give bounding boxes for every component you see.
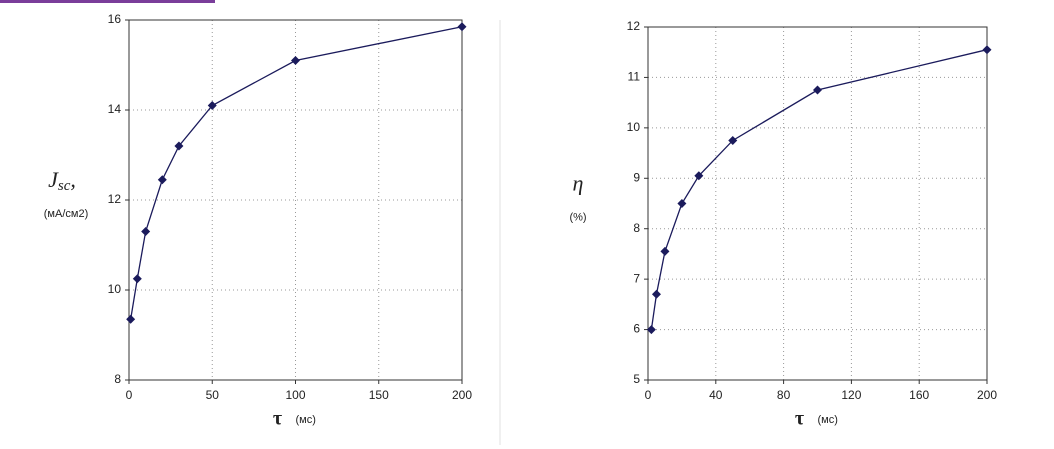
y-tick-label: 5 <box>633 372 640 386</box>
x-tick-label: 160 <box>909 388 929 402</box>
y-tick-label: 9 <box>633 170 640 184</box>
y-tick-label: 12 <box>627 19 641 33</box>
y-label-symbol-main: J <box>48 167 59 192</box>
y-label-symbol: Jsc, <box>48 167 76 194</box>
y-tick-label: 11 <box>628 70 641 84</box>
data-point <box>651 289 661 299</box>
x-label-symbol: τ <box>273 408 282 430</box>
y-tick-label: 12 <box>108 192 122 206</box>
data-line <box>650 49 988 330</box>
data-point <box>126 314 136 324</box>
x-tick-label: 0 <box>126 388 133 402</box>
data-point <box>660 246 670 256</box>
y-tick-label: 14 <box>108 102 122 116</box>
y-tick-label: 8 <box>114 372 121 386</box>
data-point <box>728 135 738 145</box>
data-point <box>694 171 704 181</box>
x-tick-label: 40 <box>709 388 723 402</box>
y-label-subscript: sc <box>58 178 71 194</box>
data-point <box>677 199 687 208</box>
x-tick-label: 120 <box>841 388 861 402</box>
y-label-symbol-main: η <box>573 171 584 196</box>
y-label-symbol: η <box>573 171 584 196</box>
x-tick-label: 0 <box>645 388 652 402</box>
y-tick-label: 8 <box>633 221 640 235</box>
y-tick-label: 7 <box>633 271 640 285</box>
data-point <box>457 22 467 32</box>
top-accent <box>0 0 215 3</box>
x-tick-label: 50 <box>206 388 220 402</box>
y-label-unit: (%) <box>569 211 586 223</box>
data-point <box>141 227 151 236</box>
x-label-unit: (мс) <box>818 414 838 426</box>
data-point <box>646 325 656 335</box>
x-tick-label: 200 <box>977 388 997 402</box>
y-tick-label: 16 <box>108 12 122 26</box>
data-point <box>157 175 167 185</box>
y-tick-label: 10 <box>627 120 641 134</box>
x-label-unit: (мс) <box>296 414 316 426</box>
x-tick-label: 200 <box>452 388 472 402</box>
data-point <box>291 56 300 65</box>
data-point <box>207 101 217 110</box>
data-point <box>982 45 992 55</box>
x-tick-label: 100 <box>285 388 305 402</box>
x-label-symbol: τ <box>795 408 804 430</box>
y-label-suffix: , <box>70 167 76 192</box>
data-point <box>813 85 822 95</box>
y-tick-label: 6 <box>633 322 640 336</box>
data-point <box>174 141 184 151</box>
data-point <box>132 274 142 284</box>
y-tick-label: 10 <box>108 282 122 296</box>
x-tick-label: 80 <box>777 388 791 402</box>
y-label-unit: (мА/см2) <box>44 208 88 220</box>
data-line <box>130 26 463 320</box>
plot-frame <box>647 26 988 381</box>
plot-frame <box>128 19 463 381</box>
x-tick-label: 150 <box>369 388 389 402</box>
